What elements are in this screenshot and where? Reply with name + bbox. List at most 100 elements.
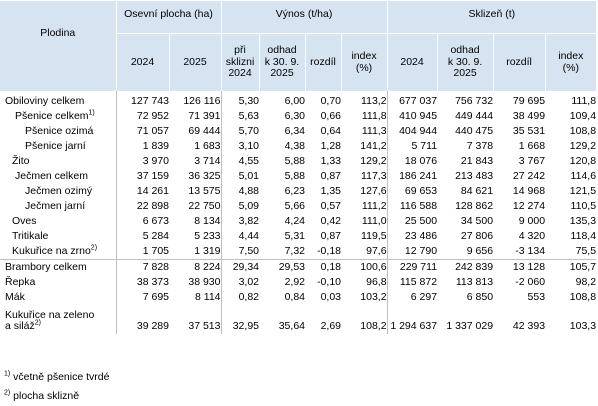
cell-h24: 116 588 bbox=[386, 199, 438, 214]
cell-yd: 0,70 bbox=[320, 94, 341, 107]
crop-name: Mák bbox=[5, 290, 25, 303]
cell-y24: 5,01 bbox=[220, 169, 259, 184]
cell-hd: 14 968 bbox=[512, 184, 546, 197]
cell-h25: 84 621 bbox=[460, 184, 494, 197]
table-row: Pšenice celkem1) 72 952 71 391 5,63 6,30 0,66… bbox=[0, 109, 596, 124]
cell-h24: 6 297 bbox=[386, 290, 438, 305]
cell-h24: 410 945 bbox=[386, 109, 438, 124]
cell-a24: 7 695 bbox=[115, 290, 169, 305]
cell-yd: 0,87 bbox=[320, 229, 341, 242]
cell-h24: 1 294 637 bbox=[386, 305, 438, 334]
table-row: Oves 6 673 8 134 3,82 4,24 0,42 111,0 25 500 34 … bbox=[0, 214, 596, 229]
cell-a24: 1 839 bbox=[115, 139, 169, 154]
cell-h24: 677 037 bbox=[386, 91, 438, 109]
cell-h24: 186 241 bbox=[386, 169, 438, 184]
cell-y25: 5,31 bbox=[284, 229, 305, 242]
cell-y25: 5,88 bbox=[284, 154, 305, 167]
col-harvest-diff: rozdíl bbox=[492, 33, 546, 91]
footnote-2: 2) plocha sklizně bbox=[4, 389, 80, 403]
header-osevni-plocha: Osevní plocha (ha) bbox=[115, 1, 221, 34]
cell-a25: 1 683 bbox=[194, 139, 221, 152]
cell-yd: 0,57 bbox=[320, 199, 341, 212]
cell-a24: 39 289 bbox=[115, 305, 169, 334]
table-row: Žito 3 970 3 714 4,55 5,88 1,33 129,2 18 076 21 … bbox=[0, 154, 596, 169]
cell-yi: 119,5 bbox=[361, 229, 387, 242]
cell-a24: 5 284 bbox=[115, 229, 169, 244]
cell-hi: 121,5 bbox=[569, 184, 597, 197]
cell-y24: 7,50 bbox=[220, 244, 259, 260]
header-sklizen: Sklizeň (t) bbox=[386, 1, 597, 34]
cell-y25: 6,34 bbox=[284, 124, 305, 137]
cell-y25: 4,38 bbox=[284, 139, 305, 152]
crop-name: Ječmen ozimý bbox=[25, 184, 93, 197]
cell-y25: 5,88 bbox=[284, 169, 305, 182]
cell-h25: 756 732 bbox=[455, 94, 494, 107]
cell-hd: 3 767 bbox=[518, 154, 546, 167]
cell-a25: 1 319 bbox=[194, 244, 221, 257]
cell-hd: 79 695 bbox=[512, 94, 546, 107]
cell-yd: -0,18 bbox=[317, 244, 341, 257]
cell-yi: 103,2 bbox=[360, 290, 387, 303]
cell-a25: 3 714 bbox=[194, 154, 221, 167]
cell-h25: 27 806 bbox=[460, 229, 494, 242]
cell-hd: 35 531 bbox=[512, 124, 546, 137]
cell-y25: 5,66 bbox=[284, 199, 305, 212]
cell-y25: 6,30 bbox=[284, 109, 305, 122]
cell-y24: 3,10 bbox=[220, 139, 259, 154]
col-area-2024: 2024 bbox=[115, 33, 169, 91]
cell-yd: 0,18 bbox=[305, 259, 341, 275]
cell-yd: 1,33 bbox=[320, 154, 341, 167]
col-yield-index: index (%) bbox=[340, 33, 388, 91]
cell-a24: 6 673 bbox=[115, 214, 169, 229]
col-yield-2025: odhad k 30. 9. 2025 bbox=[258, 33, 305, 91]
cell-hd: 27 242 bbox=[512, 169, 546, 182]
crop-name: Brambory celkem bbox=[0, 259, 116, 275]
table-row: Ječmen ozimý 14 261 13 575 4,88 6,23 1,35 127,… bbox=[0, 184, 596, 199]
cell-hd: 38 499 bbox=[512, 109, 546, 122]
cell-yi: 117,3 bbox=[361, 169, 387, 182]
cell-hd: 42 393 bbox=[512, 320, 546, 333]
crop-name: Kukuřice na zrno2) bbox=[12, 244, 98, 257]
crop-name: Obiloviny celkem bbox=[5, 94, 85, 107]
crop-name: Kukuřice na zeleno a siláž2) bbox=[5, 308, 95, 333]
table-row: Tritikale 5 284 5 233 4,44 5,31 0,87 119,5 23 4… bbox=[0, 229, 596, 244]
cell-yi: 100,6 bbox=[341, 259, 388, 275]
cell-yi: 141,2 bbox=[360, 139, 387, 152]
cell-y24: 5,09 bbox=[220, 199, 259, 214]
cell-a25: 5 233 bbox=[194, 229, 221, 242]
table-row: Mák 7 695 8 114 0,82 0,84 0,03 103,2 6 297 6 850… bbox=[0, 290, 596, 305]
cell-h24: 23 486 bbox=[386, 229, 438, 244]
cell-a24: 72 952 bbox=[115, 109, 169, 124]
cell-h25: 7 378 bbox=[466, 139, 494, 152]
cell-h25: 213 483 bbox=[455, 169, 494, 182]
cell-yd: 0,42 bbox=[320, 214, 341, 227]
cell-hi: 98,2 bbox=[575, 275, 597, 288]
cell-a25: 8 134 bbox=[194, 214, 221, 227]
cell-h25: 440 475 bbox=[455, 124, 494, 137]
table-row: Ječmen jarní 22 898 22 750 5,09 5,66 0,57 111,… bbox=[0, 199, 596, 214]
cell-a25: 8 114 bbox=[195, 290, 221, 303]
cell-yi: 129,2 bbox=[360, 154, 387, 167]
cell-h24: 115 872 bbox=[386, 275, 438, 290]
cell-hi: 111,8 bbox=[571, 94, 597, 107]
cell-a24: 1 705 bbox=[115, 244, 169, 260]
cell-a25: 38 930 bbox=[188, 275, 221, 288]
cell-a24: 7 828 bbox=[115, 259, 169, 275]
cell-a25: 13 575 bbox=[188, 184, 221, 197]
col-yield-diff: rozdíl bbox=[304, 33, 341, 91]
cell-y24: 4,88 bbox=[220, 184, 259, 199]
cell-h24: 404 944 bbox=[386, 124, 438, 139]
cell-yi: 97,6 bbox=[366, 244, 387, 257]
cell-hd: -3 134 bbox=[515, 244, 546, 257]
cell-yd: 1,35 bbox=[320, 184, 341, 197]
col-yield-2024: při sklizni 2024 bbox=[220, 33, 259, 91]
crop-name: Pšenice jarní bbox=[25, 139, 86, 152]
cell-yd: 0,66 bbox=[320, 109, 341, 122]
table-header: Plodina Osevní plocha (ha) Výnos (t/ha) … bbox=[0, 1, 597, 91]
cell-yd: 0,87 bbox=[320, 169, 341, 182]
cell-y25: 35,64 bbox=[278, 320, 305, 333]
cell-h24: 25 500 bbox=[386, 214, 438, 229]
footnote-1: 1) včetně pšenice tvrdé bbox=[4, 370, 110, 384]
cell-yd: 0,64 bbox=[320, 124, 341, 137]
cell-hi: 109,4 bbox=[569, 109, 597, 122]
